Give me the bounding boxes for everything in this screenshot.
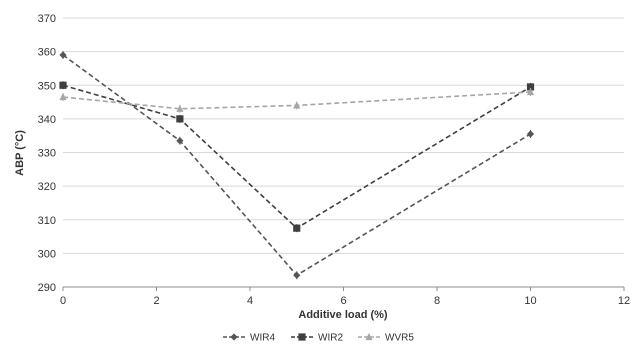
y-tick-label: 360 [38, 47, 56, 59]
data-point-wir2 [176, 115, 184, 123]
series-line-wir2 [62, 84, 531, 230]
x-tick-label: 8 [434, 295, 440, 307]
y-tick-label: 320 [38, 181, 56, 193]
y-axis-title: ABP (°C) [14, 130, 26, 176]
data-point-wir4 [526, 130, 535, 138]
data-point-wir4 [59, 51, 67, 59]
data-point-wir2 [526, 83, 535, 91]
x-tick-label: 2 [153, 295, 159, 307]
y-tick-labels: 290 300 310 320 330 340 350 360 370 [38, 13, 56, 294]
y-tick-label: 330 [38, 148, 56, 160]
axes [62, 286, 625, 291]
series-line-wvr5 [62, 91, 531, 110]
data-point-wvr5 [293, 101, 301, 109]
data-point-wir4 [176, 137, 184, 145]
data-point-wir4 [293, 271, 301, 279]
legend-label-wir2: WIR2 [318, 333, 343, 344]
y-tick-label: 300 [38, 248, 56, 260]
data-point-wvr5 [176, 104, 184, 112]
legend-marker-wir2 [298, 333, 306, 341]
data-point-wvr5 [526, 87, 535, 96]
y-tick-label: 290 [38, 282, 56, 294]
gridlines [63, 17, 624, 254]
legend-marker-wir4 [230, 333, 238, 341]
x-tick-label: 10 [524, 295, 536, 307]
x-tick-label: 12 [618, 295, 630, 307]
series-line-wir4 [62, 54, 531, 277]
legend-label-wir4: WIR4 [250, 333, 275, 344]
x-tick-label: 4 [247, 295, 253, 307]
y-tick-label: 310 [38, 215, 56, 227]
x-tick-label: 0 [60, 295, 66, 307]
legend-marker-wvr5 [365, 332, 373, 341]
x-tick-labels: 0 2 4 6 8 10 12 [60, 295, 630, 307]
y-tick-label: 340 [38, 114, 56, 126]
y-tick-label: 370 [38, 13, 56, 25]
legend: WIR4 WIR2 WVR5 [223, 333, 414, 344]
data-point-wir2 [293, 224, 301, 232]
x-axis-title: Additive load (%) [298, 309, 388, 321]
x-tick-label: 6 [340, 295, 346, 307]
series-group [59, 50, 535, 280]
legend-label-wvr5: WVR5 [385, 333, 414, 344]
data-point-wvr5 [59, 92, 67, 101]
data-point-wir2 [59, 81, 67, 89]
y-tick-label: 350 [38, 80, 56, 92]
